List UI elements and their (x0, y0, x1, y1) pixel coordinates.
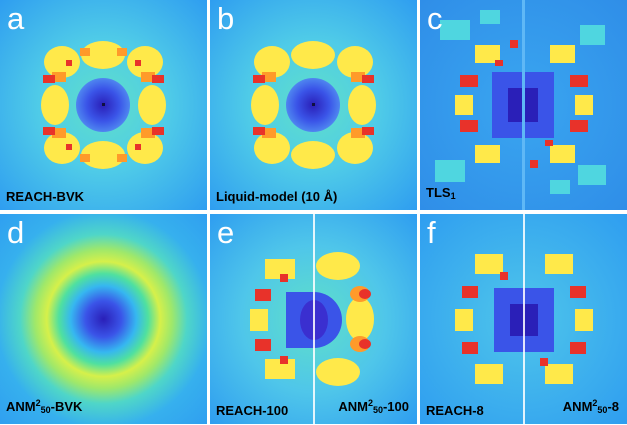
panel-f-label-right: ANM250-8 (562, 398, 619, 415)
panel-e-label-left: REACH-100 (216, 403, 289, 418)
panel-f-split-line (523, 214, 525, 424)
panel-d-label: ANM250-BVK (6, 398, 83, 415)
panel-e-label-right: ANM250-100 (338, 398, 409, 415)
panel-a: a REACH-BVK (0, 0, 207, 210)
panel-a-letter: a (7, 1, 25, 36)
panel-d: d ANM250-BVK (0, 214, 207, 424)
panel-c-label: TLS1 (426, 185, 456, 201)
panel-b-letter: b (217, 1, 235, 36)
panel-c-pattern (420, 0, 627, 210)
panel-d-letter: d (7, 215, 25, 250)
panel-b-pattern (210, 0, 417, 210)
panel-b: b Liquid-model (10 Å) (210, 0, 417, 210)
panel-f: f REACH-8 ANM250-8 (420, 214, 627, 424)
panel-a-label: REACH-BVK (6, 189, 84, 204)
panel-e-split-line (313, 214, 315, 424)
panel-f-label-left: REACH-8 (426, 403, 484, 418)
panel-c-letter: c (427, 1, 443, 36)
panel-a-pattern (0, 0, 207, 210)
panel-c: c TLS1 (420, 0, 627, 210)
panel-e: e REACH-100 ANM250-100 (210, 214, 417, 424)
panel-e-letter: e (217, 215, 235, 250)
panel-b-label: Liquid-model (10 Å) (216, 189, 338, 204)
panel-d-pattern (0, 214, 207, 424)
panel-f-letter: f (427, 215, 436, 250)
